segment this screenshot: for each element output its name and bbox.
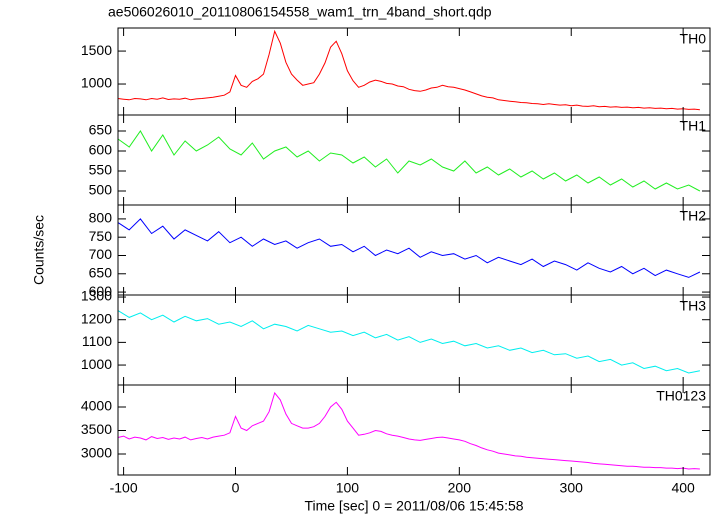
y-tick-label: 550 — [89, 162, 113, 178]
series-label: TH2 — [680, 208, 707, 224]
y-tick-label: 800 — [89, 210, 113, 226]
panel-frame — [117, 294, 711, 386]
x-tick-label: 100 — [336, 480, 360, 496]
y-tick-label: 600 — [89, 142, 113, 158]
y-tick-label: 1000 — [81, 356, 112, 372]
panel-frame — [117, 204, 711, 296]
y-axis-label: Counts/sec — [31, 215, 47, 285]
x-tick-label: -100 — [110, 480, 138, 496]
y-tick-label: 650 — [89, 264, 113, 280]
y-tick-label: 1500 — [81, 42, 112, 58]
y-tick-label: 600 — [89, 283, 113, 299]
series-line — [117, 310, 701, 374]
x-tick-label: 400 — [671, 480, 695, 496]
y-tick-label: 1200 — [81, 310, 112, 326]
y-tick-label: 750 — [89, 228, 113, 244]
series-line — [117, 391, 700, 470]
series-label: TH0123 — [656, 388, 706, 404]
series-label: TH1 — [680, 118, 707, 134]
series-label: TH0 — [680, 31, 707, 47]
y-tick-label: 500 — [89, 182, 113, 198]
y-tick-label: 4000 — [81, 398, 112, 414]
series-line — [117, 130, 701, 192]
y-tick-label: 1300 — [81, 288, 112, 304]
series-label: TH3 — [680, 298, 707, 314]
y-tick-label: 650 — [89, 122, 113, 138]
panel-frame — [117, 27, 711, 116]
x-axis-label: Time [sec] 0 = 2011/08/06 15:45:58 — [304, 498, 523, 514]
y-tick-label: 3500 — [81, 421, 112, 437]
y-tick-label: 1000 — [81, 75, 112, 91]
series-line — [117, 29, 700, 111]
x-tick-label: 0 — [232, 480, 240, 496]
x-tick-label: 200 — [448, 480, 472, 496]
series-line — [117, 218, 701, 278]
panel-frame — [117, 384, 711, 476]
y-tick-label: 700 — [89, 246, 113, 262]
y-tick-label: 3000 — [81, 445, 112, 461]
y-tick-label: 1100 — [82, 333, 112, 349]
chart-title: ae506026010_20110806154558_wam1_trn_4ban… — [108, 4, 492, 20]
panel-frame — [117, 114, 711, 206]
x-tick-label: 300 — [560, 480, 584, 496]
